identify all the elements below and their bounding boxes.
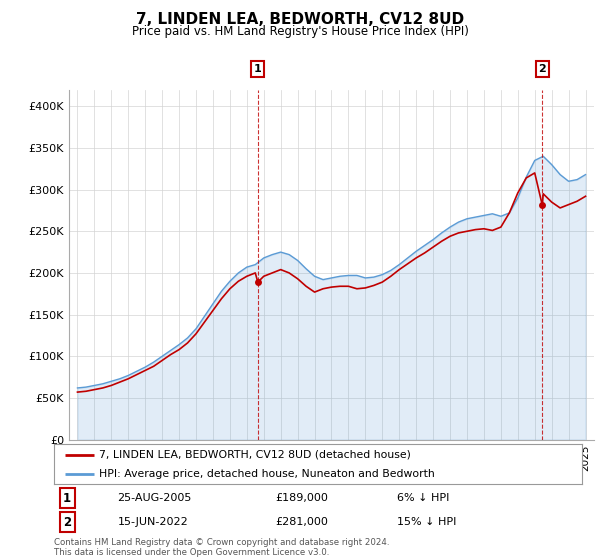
- Text: £189,000: £189,000: [276, 493, 329, 503]
- Text: 6% ↓ HPI: 6% ↓ HPI: [397, 493, 449, 503]
- Text: 7, LINDEN LEA, BEDWORTH, CV12 8UD: 7, LINDEN LEA, BEDWORTH, CV12 8UD: [136, 12, 464, 27]
- Text: 1: 1: [63, 492, 71, 505]
- Text: 15% ↓ HPI: 15% ↓ HPI: [397, 517, 457, 527]
- Text: 2: 2: [63, 516, 71, 529]
- Text: £281,000: £281,000: [276, 517, 329, 527]
- Text: 1: 1: [254, 64, 262, 74]
- Text: 25-AUG-2005: 25-AUG-2005: [118, 493, 192, 503]
- Text: 15-JUN-2022: 15-JUN-2022: [118, 517, 188, 527]
- Text: Price paid vs. HM Land Registry's House Price Index (HPI): Price paid vs. HM Land Registry's House …: [131, 25, 469, 38]
- Text: Contains HM Land Registry data © Crown copyright and database right 2024.
This d: Contains HM Land Registry data © Crown c…: [54, 538, 389, 557]
- Text: 2: 2: [538, 64, 546, 74]
- Text: HPI: Average price, detached house, Nuneaton and Bedworth: HPI: Average price, detached house, Nune…: [99, 469, 434, 478]
- Text: 7, LINDEN LEA, BEDWORTH, CV12 8UD (detached house): 7, LINDEN LEA, BEDWORTH, CV12 8UD (detac…: [99, 450, 411, 460]
